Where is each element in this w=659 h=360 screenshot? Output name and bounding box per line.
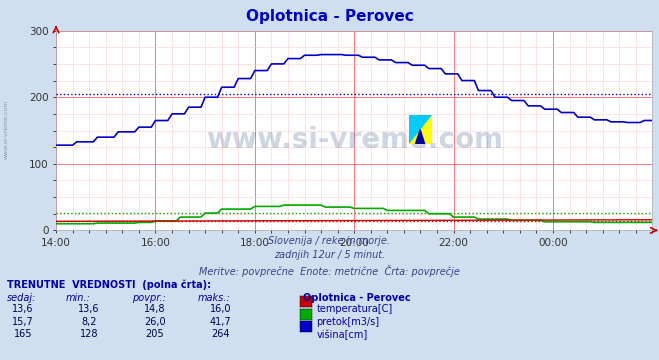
Polygon shape — [416, 130, 425, 144]
Text: min.:: min.: — [66, 293, 91, 303]
Polygon shape — [409, 115, 432, 144]
Text: 165: 165 — [14, 329, 32, 339]
Text: 13,6: 13,6 — [13, 304, 34, 314]
Text: 15,7: 15,7 — [12, 317, 34, 327]
Text: 8,2: 8,2 — [81, 317, 97, 327]
Text: Oplotnica - Perovec: Oplotnica - Perovec — [246, 9, 413, 24]
Text: pretok[m3/s]: pretok[m3/s] — [316, 317, 380, 327]
Text: Slovenija / reke in morje.: Slovenija / reke in morje. — [268, 236, 391, 246]
Text: sedaj:: sedaj: — [7, 293, 36, 303]
Text: www.si-vreme.com: www.si-vreme.com — [3, 100, 9, 159]
Text: 26,0: 26,0 — [144, 317, 165, 327]
Text: 16,0: 16,0 — [210, 304, 231, 314]
Text: 13,6: 13,6 — [78, 304, 100, 314]
Text: povpr.:: povpr.: — [132, 293, 165, 303]
Text: 41,7: 41,7 — [210, 317, 231, 327]
Text: višina[cm]: višina[cm] — [316, 329, 368, 340]
Text: Meritve: povprečne  Enote: metrične  Črta: povprečje: Meritve: povprečne Enote: metrične Črta:… — [199, 265, 460, 276]
Polygon shape — [409, 115, 432, 144]
Text: TRENUTNE  VREDNOSTI  (polna črta):: TRENUTNE VREDNOSTI (polna črta): — [7, 279, 211, 289]
Text: www.si-vreme.com: www.si-vreme.com — [206, 126, 503, 154]
Text: temperatura[C]: temperatura[C] — [316, 304, 393, 314]
Text: zadnjih 12ur / 5 minut.: zadnjih 12ur / 5 minut. — [274, 250, 385, 260]
Text: 14,8: 14,8 — [144, 304, 165, 314]
Text: maks.:: maks.: — [198, 293, 231, 303]
Text: 128: 128 — [80, 329, 98, 339]
Text: 264: 264 — [212, 329, 230, 339]
Text: Oplotnica - Perovec: Oplotnica - Perovec — [303, 293, 411, 303]
Text: 205: 205 — [146, 329, 164, 339]
